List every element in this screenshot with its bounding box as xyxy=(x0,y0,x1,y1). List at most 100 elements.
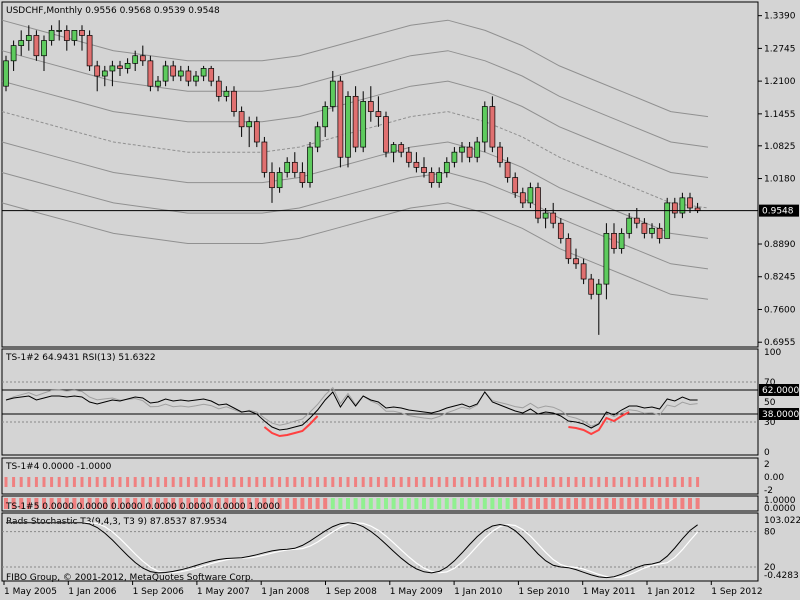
price-axis: 1.3390 1.2745 1.2100 1.1455 1.0825 1.0180 0.88… xyxy=(758,12,796,348)
time-label: 1 Jan 2010 xyxy=(454,587,502,597)
band-line xyxy=(1,50,709,148)
price-label: 0.7600 xyxy=(764,305,796,315)
ts4-bar xyxy=(19,477,23,487)
ts4-bar xyxy=(582,477,586,487)
rsi-signal-line xyxy=(5,386,698,427)
ts4-bar xyxy=(148,477,152,487)
ts5-bar xyxy=(346,498,350,509)
band-line xyxy=(1,202,709,300)
time-label: 1 Jan 2012 xyxy=(647,587,695,597)
ts4-axis-label: 0.00 xyxy=(764,473,784,483)
current-price-label: 0.9548 xyxy=(762,207,794,217)
ts4-bar xyxy=(72,477,76,487)
time-axis: 1 May 2005 1 Jan 2006 1 Sep 2006 1 May 2007… xyxy=(3,581,763,597)
candle-body xyxy=(580,263,587,280)
candle-body xyxy=(519,192,526,204)
candle-body xyxy=(269,172,275,189)
candle-body xyxy=(307,146,313,183)
ts5-bar xyxy=(368,498,373,509)
time-label: 1 Jan 2006 xyxy=(68,587,116,597)
candle-body xyxy=(405,151,412,163)
ts5-bar xyxy=(118,498,122,509)
candle-body xyxy=(633,217,640,224)
candle-body xyxy=(215,80,222,97)
price-label: 1.2100 xyxy=(764,77,796,87)
candle-body xyxy=(314,126,321,148)
ts4-axis-label: -2 xyxy=(764,486,773,496)
ts4-bar xyxy=(247,477,251,487)
ts5-bar xyxy=(475,498,480,509)
ts4-bar xyxy=(650,477,654,487)
rsi-axis: 100 70 50 30 0 62.0000 38.0000 xyxy=(759,348,799,458)
candle-body xyxy=(671,202,678,214)
stoch-axis-label: -0.4283 xyxy=(764,571,799,581)
ts4-bar xyxy=(308,477,312,487)
candle-body xyxy=(481,106,488,143)
ts4-bar xyxy=(658,477,662,487)
ts5-bar xyxy=(277,498,282,509)
ts5-bar xyxy=(87,498,92,509)
candle-body xyxy=(345,95,351,158)
candle-body xyxy=(94,65,101,77)
ts5-bar xyxy=(543,498,548,509)
stoch-axis-label: 20 xyxy=(764,563,776,573)
candle-body xyxy=(185,70,192,82)
candle-body xyxy=(33,35,40,57)
ts5-bar xyxy=(513,498,518,509)
ts4-bar xyxy=(194,477,198,487)
ts4-bar xyxy=(103,477,107,487)
ts4-bar xyxy=(133,477,137,487)
ts5-bar xyxy=(292,498,297,509)
ts5-bar xyxy=(437,498,442,509)
ts4-bar xyxy=(346,477,350,487)
ts5-bar xyxy=(391,498,396,509)
ts5-bar xyxy=(315,498,320,509)
candle-body xyxy=(489,106,496,148)
ts5-bar xyxy=(520,498,525,509)
candle-body xyxy=(443,161,450,173)
ts4-bar xyxy=(270,477,274,487)
ts4-bar xyxy=(293,477,297,487)
ts5-bar xyxy=(125,498,130,509)
candle-body xyxy=(375,111,382,117)
candle-body xyxy=(10,45,17,62)
ts4-bar xyxy=(376,477,380,487)
ts4-bar xyxy=(118,477,122,487)
ts4-bar xyxy=(407,477,411,487)
ts5-bar xyxy=(657,498,662,509)
candle-body xyxy=(79,30,85,36)
ts5-bar xyxy=(604,498,609,509)
ts4-bar xyxy=(110,477,114,487)
stoch-lines xyxy=(2,522,758,579)
candle-body xyxy=(223,90,230,97)
ts5-bar xyxy=(285,498,290,509)
ts4-bar xyxy=(255,477,259,487)
candle-body xyxy=(413,161,420,168)
ts5-bar xyxy=(270,498,274,509)
candle-body xyxy=(48,30,55,41)
ts5-bar xyxy=(596,498,601,509)
candle-body xyxy=(261,141,268,173)
ts4-bar xyxy=(278,477,282,487)
ts4-bar xyxy=(42,477,46,487)
candle-body xyxy=(132,55,139,64)
candle-body xyxy=(56,30,63,32)
ts5-bar xyxy=(239,498,244,509)
ts4-bar xyxy=(506,477,510,487)
ts4-bars xyxy=(4,477,700,487)
ts4-bar xyxy=(384,477,388,487)
ts4-bar xyxy=(95,477,99,487)
candle-body xyxy=(3,60,9,87)
ts4-bar xyxy=(589,477,593,487)
time-label: 1 May 2009 xyxy=(390,587,443,597)
ts4-bar xyxy=(338,477,342,487)
ts4-bar xyxy=(399,477,403,487)
candle-body xyxy=(337,80,344,158)
ts4-bar xyxy=(528,477,532,487)
ts4-bar xyxy=(224,477,228,487)
time-label: 1 May 2005 xyxy=(4,587,57,597)
ts5-bar xyxy=(330,498,335,509)
ts5-bar xyxy=(619,498,624,509)
ts4-bar xyxy=(445,477,449,487)
ts4-bar xyxy=(209,477,213,487)
